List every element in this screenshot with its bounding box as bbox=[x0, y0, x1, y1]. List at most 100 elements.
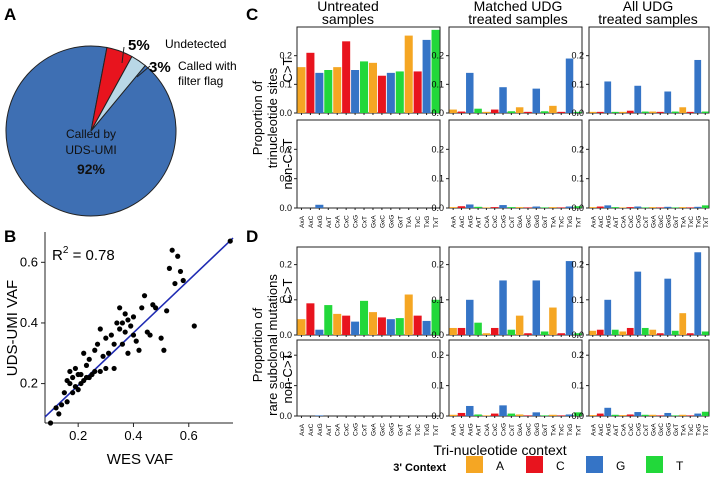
bar-TxG bbox=[565, 261, 574, 335]
bar-AxG bbox=[315, 204, 324, 208]
bar-CxA bbox=[333, 67, 342, 113]
facet-x-tick-label: GxG bbox=[534, 215, 541, 228]
scatter-point bbox=[92, 368, 98, 375]
facet-x-tick-label: GxA bbox=[517, 215, 524, 228]
facet-x-tick-label: AxT bbox=[613, 424, 620, 436]
bar-GxC bbox=[524, 415, 532, 416]
c-ylabel-line1: Proportion of bbox=[250, 80, 265, 155]
bar-AxA bbox=[449, 327, 457, 335]
bar-GxA bbox=[649, 111, 657, 113]
facet-x-tick-label: TxA bbox=[406, 216, 413, 228]
facet-x-tick-label: CxA bbox=[484, 423, 491, 436]
facet-y-tick-label: 0.1 bbox=[279, 381, 292, 391]
bar-AxC bbox=[596, 329, 604, 335]
bar-AxG bbox=[315, 415, 324, 416]
facet-x-tick-label: CxT bbox=[362, 424, 369, 436]
facet-x-tick-label: GxA bbox=[370, 423, 377, 436]
scatter-point bbox=[111, 365, 117, 372]
bar-TxA bbox=[549, 307, 557, 335]
scatter-point bbox=[152, 305, 159, 311]
bar-CxA bbox=[333, 313, 342, 335]
column-title-untreated-line2: samples bbox=[322, 11, 374, 27]
bar-GxG bbox=[664, 412, 672, 416]
scatter-point bbox=[119, 341, 126, 347]
bar-AxT bbox=[611, 414, 619, 416]
facet-frame bbox=[588, 339, 710, 417]
facet-y-tick-label: 0.1 bbox=[571, 381, 584, 391]
legend-label-C: C bbox=[556, 459, 565, 473]
bar-TxC bbox=[686, 333, 694, 335]
facet-x-tick-label: AxA bbox=[451, 423, 458, 436]
facet-x-tick-label: CxC bbox=[492, 423, 499, 436]
scatter-point bbox=[100, 353, 106, 359]
facet-frame bbox=[296, 339, 441, 417]
facet-x-tick-label: CxC bbox=[628, 215, 635, 228]
scatter-point bbox=[114, 320, 120, 326]
facet-x-axis-title: Tri-nucleotide context bbox=[433, 442, 566, 458]
bar-AxT bbox=[324, 305, 333, 335]
bar-GxT bbox=[671, 207, 679, 208]
bar-GxA bbox=[368, 312, 377, 335]
facet-x-tick-label: TxA bbox=[680, 424, 687, 436]
legend-swatch-C bbox=[526, 456, 543, 473]
facet-x-tick-label: TxA bbox=[406, 424, 413, 436]
bar-TxC bbox=[557, 333, 565, 335]
bar-GxC bbox=[377, 317, 386, 335]
bar-CxA bbox=[482, 415, 491, 416]
d-facet-ct-2: 0.0 0.1 0.2 bbox=[571, 246, 710, 340]
facet-y-tick-label: 0.2 bbox=[431, 51, 444, 61]
bar-AxG bbox=[466, 72, 474, 113]
facet-y-tick-label: 0.1 bbox=[431, 381, 444, 391]
facet-y-tick-label: 0.2 bbox=[571, 51, 584, 61]
facet-y-tick-label: 0.0 bbox=[279, 203, 292, 213]
bar-CxG bbox=[634, 271, 642, 335]
bar-AxA bbox=[589, 330, 597, 335]
d-facet-ct-1: 0.0 0.1 0.2 bbox=[431, 246, 583, 340]
facet-frame bbox=[448, 26, 583, 114]
bar-TxC bbox=[557, 111, 565, 113]
column-title-all-line1: All UDG bbox=[623, 0, 674, 14]
facet-x-tick-label: GxA bbox=[517, 423, 524, 436]
bar-CxA bbox=[619, 207, 627, 208]
scatter-y-tick-label: 0.2 bbox=[20, 376, 38, 391]
pie-slice-called-with-filter-flag bbox=[90, 55, 146, 132]
c-row-label-ct: C>T bbox=[280, 57, 295, 82]
bar-CxC bbox=[490, 413, 499, 416]
bar-AxC bbox=[596, 413, 604, 416]
bar-AxT bbox=[474, 414, 482, 416]
scatter-point bbox=[141, 293, 148, 299]
bar-GxT bbox=[540, 111, 549, 113]
facet-y-tick-label: 0.2 bbox=[571, 260, 584, 270]
facet-x-tick-label: AxG bbox=[317, 215, 324, 228]
scatter-point bbox=[172, 280, 178, 287]
facet-x-tick-label: CxG bbox=[353, 215, 360, 228]
d-facet-ct-0: 0.0 0.1 0.2 bbox=[279, 246, 441, 340]
column-title-untreated-line1: Untreated bbox=[317, 0, 378, 14]
scatter-point bbox=[94, 341, 101, 347]
bar-TxT bbox=[701, 331, 709, 335]
scatter-x-tick-label: 0.2 bbox=[69, 428, 87, 443]
scatter-point bbox=[75, 387, 81, 393]
bar-AxC bbox=[306, 52, 315, 113]
bar-GxC bbox=[656, 207, 664, 208]
bar-TxT bbox=[574, 412, 582, 416]
legend-label-T: T bbox=[676, 459, 684, 473]
bar-TxC bbox=[557, 415, 565, 416]
scatter-point bbox=[180, 277, 186, 284]
bar-GxG bbox=[532, 206, 541, 208]
bar-AxT bbox=[474, 206, 482, 208]
bar-TxG bbox=[694, 252, 702, 335]
bar-TxG bbox=[565, 414, 574, 416]
facet-x-tick-label: GxT bbox=[673, 424, 680, 436]
facet-x-tick-label: AxC bbox=[459, 423, 466, 436]
facet-x-tick-label: GxC bbox=[658, 215, 665, 228]
bar-CxT bbox=[641, 414, 649, 416]
column-title-matched-line2: treated samples bbox=[468, 11, 568, 27]
bar-GxT bbox=[540, 331, 549, 335]
facet-y-tick-label: 0.0 bbox=[431, 411, 444, 421]
bar-AxT bbox=[611, 329, 619, 335]
c-facet-ct-1: 0.0 0.1 0.2 bbox=[431, 26, 583, 118]
bar-CxG bbox=[351, 70, 360, 113]
facet-x-tick-label: AxT bbox=[613, 216, 620, 228]
